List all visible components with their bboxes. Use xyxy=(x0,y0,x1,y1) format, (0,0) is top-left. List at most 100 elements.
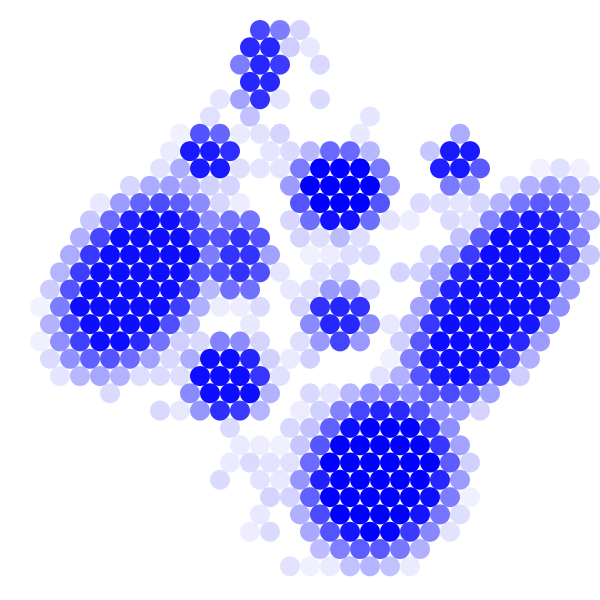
dot xyxy=(50,262,70,283)
dot xyxy=(210,193,230,213)
dot xyxy=(390,331,410,352)
dot xyxy=(500,279,520,300)
dot xyxy=(130,227,150,248)
dot xyxy=(60,314,80,335)
dot xyxy=(230,193,250,213)
dot xyxy=(240,383,260,404)
dot xyxy=(380,556,400,577)
dot xyxy=(550,158,570,179)
dot xyxy=(450,469,470,490)
dot xyxy=(500,348,520,369)
dot xyxy=(420,314,440,335)
dot xyxy=(350,435,370,456)
dot xyxy=(450,158,470,179)
dot xyxy=(400,521,420,542)
dot xyxy=(480,314,500,335)
dot xyxy=(160,210,180,231)
dot xyxy=(330,331,350,352)
dot xyxy=(380,487,400,508)
dot xyxy=(300,452,320,473)
dot xyxy=(230,400,250,421)
dot xyxy=(170,331,190,352)
dot xyxy=(300,521,320,542)
dot xyxy=(440,210,460,231)
dot xyxy=(130,366,150,386)
dot xyxy=(310,400,330,421)
dot xyxy=(580,244,600,265)
dot xyxy=(380,348,400,369)
dot xyxy=(370,539,390,559)
dot xyxy=(440,279,460,300)
dot xyxy=(400,452,420,473)
dot xyxy=(170,158,190,179)
dot xyxy=(160,279,180,300)
dot xyxy=(460,452,480,473)
dot xyxy=(230,227,250,248)
dot xyxy=(230,89,250,110)
dot xyxy=(460,175,480,196)
dot xyxy=(180,348,200,369)
dot xyxy=(430,296,450,317)
dot xyxy=(430,158,450,179)
dot xyxy=(250,504,270,525)
dot xyxy=(130,331,150,352)
dot xyxy=(280,37,300,58)
dot xyxy=(490,193,510,213)
dot xyxy=(490,331,510,352)
dot xyxy=(440,244,460,265)
dot xyxy=(140,244,160,265)
dot xyxy=(430,400,450,421)
dot xyxy=(360,141,380,162)
dot xyxy=(530,158,550,179)
dot xyxy=(520,175,540,196)
dot xyxy=(190,158,210,179)
dot xyxy=(420,452,440,473)
dot xyxy=(550,296,570,317)
dot xyxy=(330,227,350,248)
dot xyxy=(290,193,310,213)
dot xyxy=(540,210,560,231)
dot xyxy=(550,262,570,283)
dot xyxy=(410,331,430,352)
dot xyxy=(280,141,300,162)
dot xyxy=(50,331,70,352)
dot xyxy=(340,175,360,196)
dot xyxy=(250,469,270,490)
dot xyxy=(270,366,290,386)
dot xyxy=(150,366,170,386)
dot xyxy=(310,193,330,213)
dot xyxy=(260,521,280,542)
dot xyxy=(310,158,330,179)
dot xyxy=(250,366,270,386)
dot xyxy=(410,400,430,421)
dot xyxy=(320,487,340,508)
dot xyxy=(130,296,150,317)
dot xyxy=(180,141,200,162)
dot xyxy=(440,141,460,162)
dot xyxy=(530,227,550,248)
dot xyxy=(210,296,230,317)
dot xyxy=(250,123,270,144)
dot xyxy=(110,366,130,386)
dot xyxy=(50,366,70,386)
dot xyxy=(200,244,220,265)
dot xyxy=(330,296,350,317)
dot xyxy=(120,210,140,231)
dot xyxy=(310,331,330,352)
dot xyxy=(360,487,380,508)
dot xyxy=(550,227,570,248)
dot xyxy=(380,521,400,542)
dot xyxy=(100,244,120,265)
dot xyxy=(570,158,590,179)
dot xyxy=(460,314,480,335)
dot xyxy=(320,279,340,300)
dot xyxy=(370,469,390,490)
dot xyxy=(370,158,390,179)
dot xyxy=(260,383,280,404)
dot xyxy=(70,227,90,248)
dot xyxy=(410,539,430,559)
dot xyxy=(350,539,370,559)
dot xyxy=(240,521,260,542)
dot xyxy=(500,314,520,335)
dot xyxy=(380,452,400,473)
